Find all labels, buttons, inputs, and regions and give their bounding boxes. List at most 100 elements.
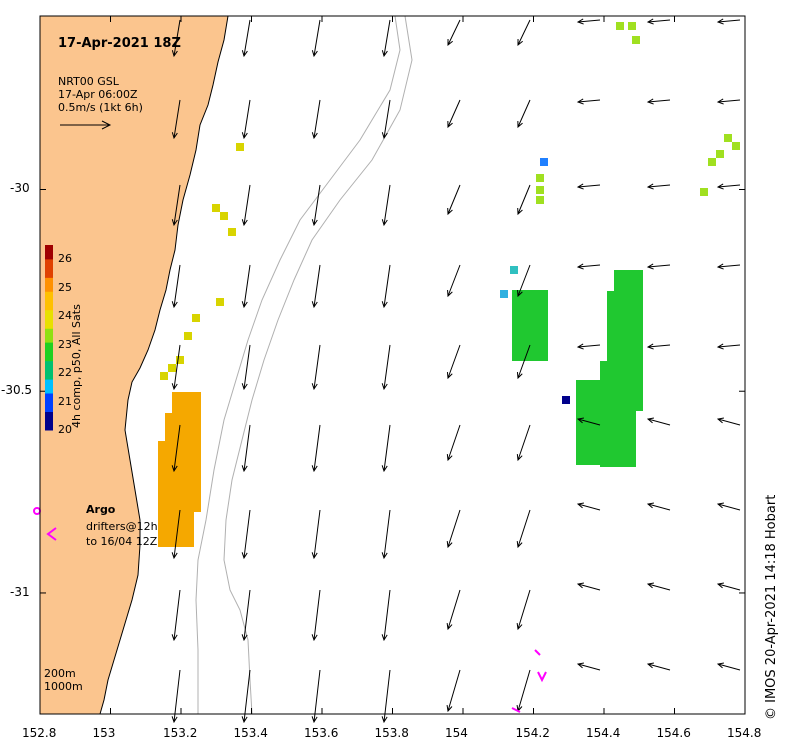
sst-cell <box>512 325 520 333</box>
sst-cell <box>604 436 612 444</box>
current-arrow <box>576 502 601 511</box>
colorbar-segment <box>45 369 53 375</box>
sst-cell <box>172 406 180 414</box>
sst-cell <box>540 339 548 347</box>
sst-cell <box>165 539 173 547</box>
current-arrow <box>716 582 741 591</box>
sst-cell <box>519 353 527 361</box>
sst-cell <box>635 361 643 369</box>
sst-cell <box>540 346 548 354</box>
sst-cell <box>540 353 548 361</box>
colorbar-segment <box>45 282 53 288</box>
colorbar-segment <box>45 286 53 292</box>
sst-cell <box>512 339 520 347</box>
sst-cell <box>540 290 548 298</box>
sst-cell <box>628 312 636 320</box>
colorbar-segment <box>45 420 53 426</box>
sst-cell <box>228 228 236 236</box>
colorbar-segment <box>45 332 53 338</box>
sst-cell <box>621 333 629 341</box>
colorbar-segment <box>45 406 53 412</box>
sst-cell <box>607 298 615 306</box>
sst-cell <box>186 427 194 435</box>
sst-cell <box>179 511 187 519</box>
sst-cell <box>635 375 643 383</box>
sst-cell <box>172 497 180 505</box>
sst-cell <box>621 438 629 446</box>
current-arrow <box>381 99 391 140</box>
colorbar-segment <box>45 272 53 278</box>
drifters-line2: to 16/04 12Z <box>86 535 158 548</box>
current-arrow <box>241 424 251 473</box>
colorbar-segment <box>45 328 53 334</box>
current-arrow <box>716 417 741 426</box>
sst-cell <box>597 415 605 423</box>
land-mass <box>39 15 229 715</box>
colorbar-segment <box>45 397 53 403</box>
current-arrow <box>241 99 251 140</box>
sst-cell <box>533 297 541 305</box>
colorbar-tick-label: 25 <box>58 280 72 294</box>
argo-label: Argo <box>86 503 116 516</box>
sst-cell <box>583 450 591 458</box>
sst-cell <box>540 158 548 166</box>
axis-ticks <box>39 16 746 714</box>
current-arrow <box>311 19 321 58</box>
sst-cell <box>179 497 187 505</box>
sst-cell <box>716 150 724 158</box>
sst-cell <box>621 389 629 397</box>
sst-cell <box>628 326 636 334</box>
drifters-line1: drifters@12h <box>86 520 158 533</box>
sst-cell <box>216 298 224 306</box>
sst-cell <box>611 450 619 458</box>
sst-cell <box>604 457 612 465</box>
sst-cell <box>628 368 636 376</box>
colorbar-segment <box>45 356 53 362</box>
current-arrow <box>241 509 251 560</box>
sst-cell <box>160 372 168 380</box>
sst-cell <box>172 434 180 442</box>
sst-cell <box>604 387 612 395</box>
sst-cell <box>611 401 619 409</box>
sst-cell <box>158 539 166 547</box>
current-arrow <box>646 502 671 511</box>
sst-cell <box>512 346 520 354</box>
isobath-200m <box>195 15 401 714</box>
sst-cell <box>526 353 534 361</box>
sst-cell <box>628 424 636 432</box>
sst-cell <box>165 427 173 435</box>
sst-cell <box>597 387 605 395</box>
sst-cell <box>540 311 548 319</box>
map-title: 17-Apr-2021 18Z <box>58 36 181 51</box>
sst-cell <box>621 410 629 418</box>
current-arrow <box>171 669 181 724</box>
sst-cell <box>611 394 619 402</box>
sst-cell <box>519 318 527 326</box>
sst-cell <box>165 490 173 498</box>
sst-cell <box>583 387 591 395</box>
sst-cell <box>576 380 584 388</box>
sst-cell <box>621 326 629 334</box>
sst-cell <box>186 399 194 407</box>
sst-cell <box>158 532 166 540</box>
sst-cell <box>165 448 173 456</box>
depth-legend: 200m 1000m <box>44 667 83 693</box>
sst-cell <box>533 353 541 361</box>
sst-cell <box>179 504 187 512</box>
sst-cell <box>635 403 643 411</box>
sst-cell <box>604 394 612 402</box>
current-arrow <box>576 183 601 190</box>
sst-cell <box>628 389 636 397</box>
sst-cell <box>193 427 201 435</box>
sst-cell <box>628 340 636 348</box>
current-arrow <box>447 19 461 47</box>
sst-cell <box>193 392 201 400</box>
sst-cell <box>172 441 180 449</box>
x-tick-label: 154 <box>445 726 468 740</box>
current-arrow <box>716 263 741 270</box>
current-arrow <box>311 589 321 642</box>
current-arrow <box>171 424 181 473</box>
sst-cell <box>621 445 629 453</box>
sst-cell <box>590 380 598 388</box>
sst-cell <box>635 354 643 362</box>
